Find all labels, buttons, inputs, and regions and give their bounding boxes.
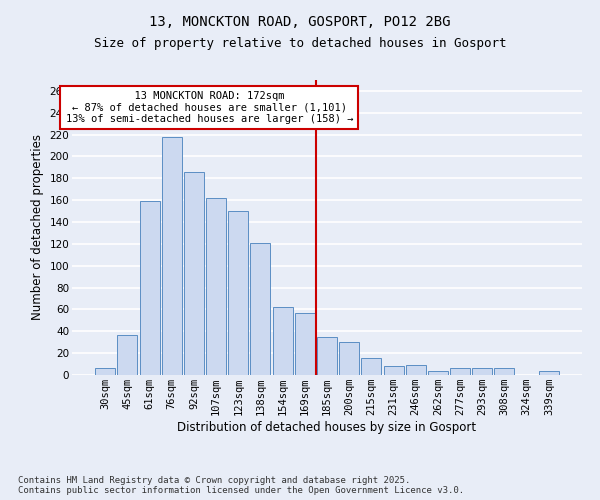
- Bar: [450, 368, 470, 375]
- Bar: [95, 368, 115, 375]
- Bar: [361, 358, 382, 375]
- Bar: [339, 342, 359, 375]
- Y-axis label: Number of detached properties: Number of detached properties: [31, 134, 44, 320]
- Text: Size of property relative to detached houses in Gosport: Size of property relative to detached ho…: [94, 38, 506, 51]
- Bar: [140, 202, 160, 375]
- Bar: [162, 137, 182, 375]
- Bar: [118, 334, 137, 375]
- Bar: [383, 366, 404, 375]
- Bar: [250, 243, 271, 375]
- Bar: [472, 368, 492, 375]
- Text: 13 MONCKTON ROAD: 172sqm  
← 87% of detached houses are smaller (1,101)
13% of s: 13 MONCKTON ROAD: 172sqm ← 87% of detach…: [65, 91, 353, 124]
- Text: Contains HM Land Registry data © Crown copyright and database right 2025.
Contai: Contains HM Land Registry data © Crown c…: [18, 476, 464, 495]
- Bar: [494, 368, 514, 375]
- Bar: [206, 198, 226, 375]
- Bar: [539, 370, 559, 375]
- Bar: [295, 312, 315, 375]
- Bar: [184, 172, 204, 375]
- X-axis label: Distribution of detached houses by size in Gosport: Distribution of detached houses by size …: [178, 421, 476, 434]
- Bar: [228, 211, 248, 375]
- Bar: [406, 365, 426, 375]
- Bar: [317, 337, 337, 375]
- Bar: [272, 308, 293, 375]
- Bar: [428, 370, 448, 375]
- Text: 13, MONCKTON ROAD, GOSPORT, PO12 2BG: 13, MONCKTON ROAD, GOSPORT, PO12 2BG: [149, 15, 451, 29]
